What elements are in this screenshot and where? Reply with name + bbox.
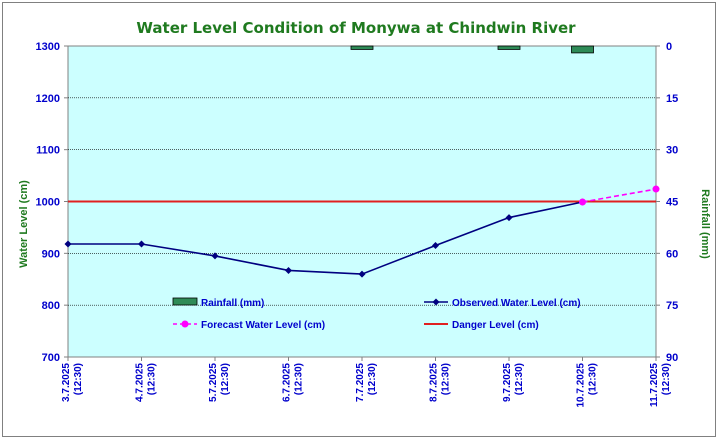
x-tick-time: (12:30) [441,363,452,395]
data-point [505,214,513,222]
legend-item: Rainfall (mm) [172,297,264,309]
x-tick-label: 5.7.2025 (12:30) [208,363,231,402]
series-line [68,201,583,275]
legend-item: Forecast Water Level (cm) [173,320,325,331]
x-tick-label: 3.7.2025 (12:30) [61,363,84,402]
x-tick-label: 10.7.2025 (12:30) [576,363,599,408]
data-point [579,198,586,206]
x-tick-date: 3.7.2025 [61,363,72,402]
data-point [138,240,145,248]
x-tick-label: 6.7.2025 (12:30) [282,363,305,402]
x-tick-date: 6.7.2025 [282,363,293,402]
rainfall-bars [350,45,594,54]
x-tick-date: 7.7.2025 [355,363,366,402]
left-tick-label: 800 [42,300,60,312]
y-axis-title: Water Level (cm) [18,180,30,268]
x-tick-label: 11.7.2025 (12:30) [649,363,672,407]
legend-label: Rainfall (mm) [201,298,264,309]
rainfall-bar [571,45,594,54]
legend-item: Danger Level (cm) [424,320,539,331]
legend: Rainfall (mm) Observed Water Level (cm) Fo… [172,297,581,331]
left-tick-label: 900 [42,248,60,260]
x-tick-label: 9.7.2025 (12:30) [502,363,525,402]
x-tick-time: (12:30) [588,363,599,395]
right-tick-label: 60 [666,248,678,260]
x-tick-time: (12:30) [220,363,231,395]
x-tick-date: 8.7.2025 [429,363,440,402]
data-point [432,242,439,250]
legend-label: Danger Level (cm) [452,320,539,331]
data-point [285,266,292,274]
right-axis-ticks: 0 15 30 45 60 75 90 [656,41,678,364]
legend-item: Observed Water Level (cm) [424,298,581,309]
x-tick-label: 4.7.2025 (12:30) [135,363,158,402]
left-tick-label: 700 [42,352,60,364]
left-tick-label: 1100 [36,145,60,157]
left-tick-label: 1300 [36,41,60,53]
y2-axis-title: Rainfall (mm) [699,189,711,259]
x-tick-label: 7.7.2025 (12:30) [355,363,378,402]
x-tick-date: 9.7.2025 [502,363,513,402]
x-tick-time: (12:30) [147,363,158,395]
right-tick-label: 90 [666,352,678,364]
left-axis-ticks: 1300 1200 1100 1000 900 800 700 [36,41,68,364]
data-point [64,240,72,248]
forecast-water-level-series [579,185,660,206]
right-tick-label: 0 [666,41,672,53]
x-tick-time: (12:30) [514,363,525,395]
x-tick-date: 4.7.2025 [135,363,146,402]
data-point [652,185,660,193]
x-tick-date: 5.7.2025 [208,363,219,402]
legend-label: Forecast Water Level (cm) [201,320,325,331]
data-point [211,252,219,260]
right-tick-label: 75 [666,300,678,312]
x-tick-time: (12:30) [661,363,672,395]
right-tick-label: 15 [666,93,678,105]
x-tick-time: (12:30) [294,363,305,395]
x-tick-date: 10.7.2025 [576,363,587,408]
x-tick-time: (12:30) [73,363,84,395]
chart-title: Water Level Condition of Monywa at Chind… [136,19,576,37]
legend-label: Observed Water Level (cm) [452,298,581,309]
series-line [582,188,657,203]
x-tick-time: (12:30) [367,363,378,395]
x-tick-label: 8.7.2025 (12:30) [429,363,452,402]
right-tick-label: 30 [666,145,678,157]
legend-swatch [172,297,198,306]
left-tick-label: 1200 [36,93,60,105]
legend-marker [432,298,440,306]
right-tick-label: 45 [666,197,678,209]
left-tick-label: 1000 [36,197,60,209]
x-axis-ticks: 3.7.2025 (12:30) 4.7.2025 (12:30) 5.7.2025 (1… [61,357,672,408]
data-point [358,270,366,278]
rainfall-bar [350,45,374,50]
x-tick-date: 11.7.2025 [649,363,660,407]
legend-marker [181,320,189,328]
rainfall-bar [497,45,521,50]
